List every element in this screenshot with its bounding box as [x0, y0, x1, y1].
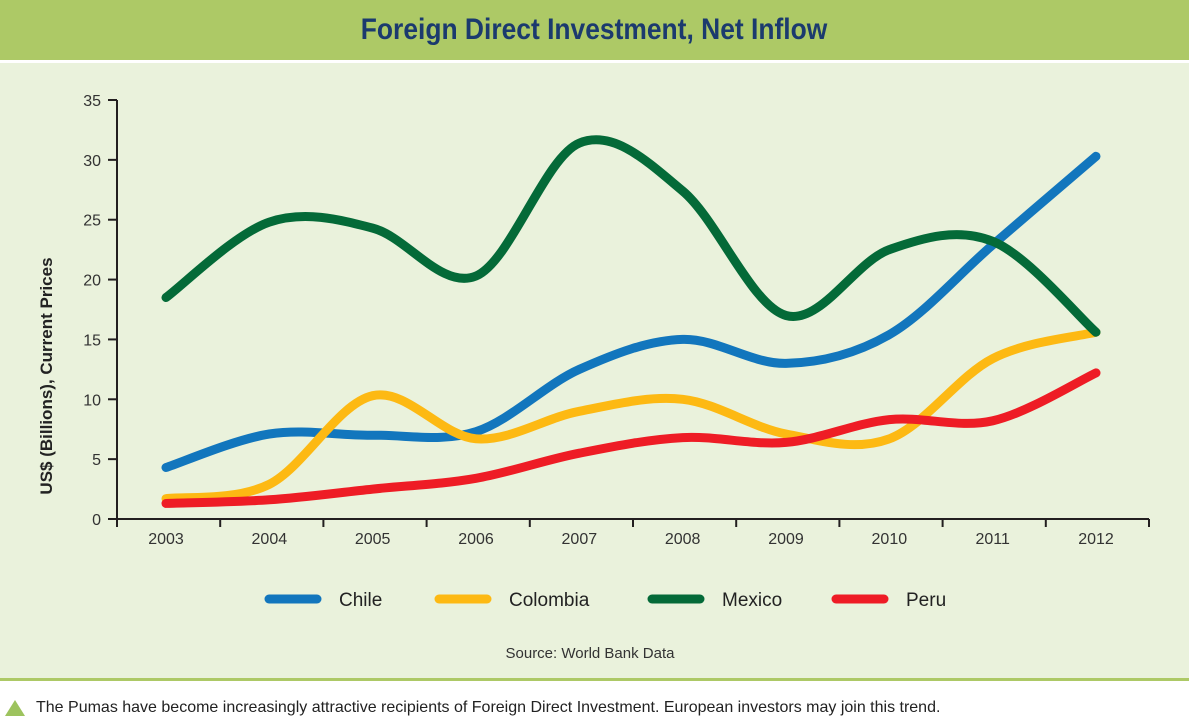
series-lines — [161, 135, 1101, 508]
legend-label-peru: Peru — [906, 590, 946, 611]
x-tick-label: 2011 — [975, 531, 1010, 548]
x-tick-label: 2012 — [1078, 531, 1114, 548]
y-tick-label: 30 — [83, 153, 101, 170]
y-axis-label: US$ (Billions), Current Prices — [37, 257, 56, 494]
y-tick-label: 25 — [83, 213, 101, 230]
y-tick-label: 10 — [83, 392, 101, 409]
source-note: Source: World Bank Data — [506, 645, 676, 662]
y-tick-label: 20 — [83, 273, 101, 290]
triangle-up-icon — [5, 700, 25, 716]
series-line-colombia — [161, 327, 1101, 504]
axes: 0 5 10 15 20 25 30 35 2003 2004 2005 2006 2007 2008 20… — [83, 93, 1150, 548]
legend: Chile Colombia Mexico Peru — [264, 590, 946, 611]
chart-header: Foreign Direct Investment, Net Inflow — [0, 0, 1189, 60]
x-tick-label: 2007 — [562, 531, 598, 548]
chart-panel: 0 5 10 15 20 25 30 35 2003 2004 2005 2006 2007 2008 20… — [0, 63, 1189, 681]
x-tick-label: 2004 — [252, 531, 288, 548]
caption: The Pumas have become increasingly attra… — [0, 696, 1189, 720]
series-line-peru — [161, 368, 1101, 508]
legend-label-colombia: Colombia — [509, 590, 590, 611]
line-chart: 0 5 10 15 20 25 30 35 2003 2004 2005 2006 2007 2008 20… — [37, 93, 1150, 662]
caption-text: The Pumas have become increasingly attra… — [36, 699, 941, 716]
x-tick-label: 2009 — [768, 531, 804, 548]
y-tick-label: 15 — [83, 332, 101, 349]
y-tick-label: 35 — [83, 93, 101, 110]
y-tick-label: 5 — [92, 452, 101, 469]
series-line-mexico — [161, 135, 1101, 337]
legend-label-mexico: Mexico — [722, 590, 782, 611]
x-tick-label: 2005 — [355, 531, 391, 548]
x-tick-label: 2003 — [148, 531, 184, 548]
x-tick-label: 2010 — [872, 531, 908, 548]
x-tick-label: 2006 — [458, 531, 494, 548]
y-tick-label: 0 — [92, 512, 101, 529]
legend-label-chile: Chile — [339, 590, 382, 611]
chart-title: Foreign Direct Investment, Net Inflow — [361, 13, 828, 46]
x-tick-label: 2008 — [665, 531, 701, 548]
